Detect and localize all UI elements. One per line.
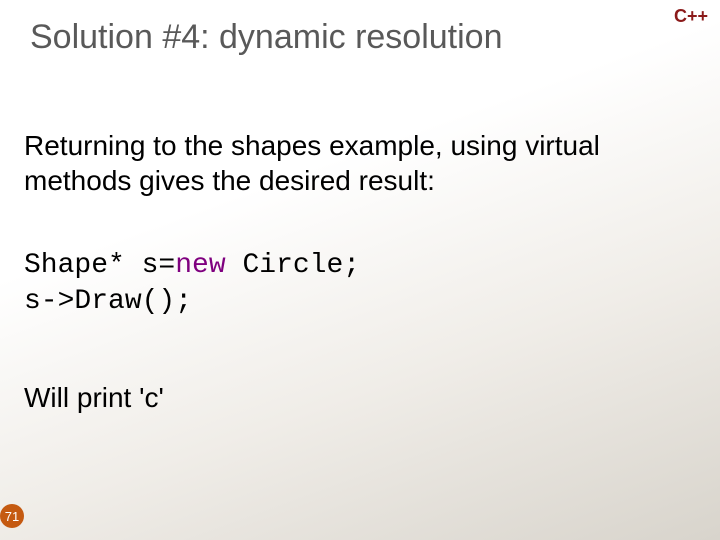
slide: Solution #4: dynamic resolution C++ Retu… [0, 0, 720, 540]
page-number: 71 [5, 509, 19, 524]
code-keyword-new: new [175, 250, 225, 281]
slide-title: Solution #4: dynamic resolution [30, 18, 503, 57]
page-number-badge: 71 [0, 504, 24, 528]
result-paragraph: Will print 'c' [24, 380, 696, 415]
code-line-1: Shape* s=new Circle; [24, 250, 360, 281]
intro-paragraph: Returning to the shapes example, using v… [24, 128, 696, 198]
code-text: Circle; [226, 250, 360, 281]
language-badge: C++ [674, 6, 708, 27]
code-line-2: s->Draw(); [24, 286, 192, 317]
code-text: Shape* s= [24, 250, 175, 281]
code-block: Shape* s=new Circle; s->Draw(); [24, 248, 360, 321]
